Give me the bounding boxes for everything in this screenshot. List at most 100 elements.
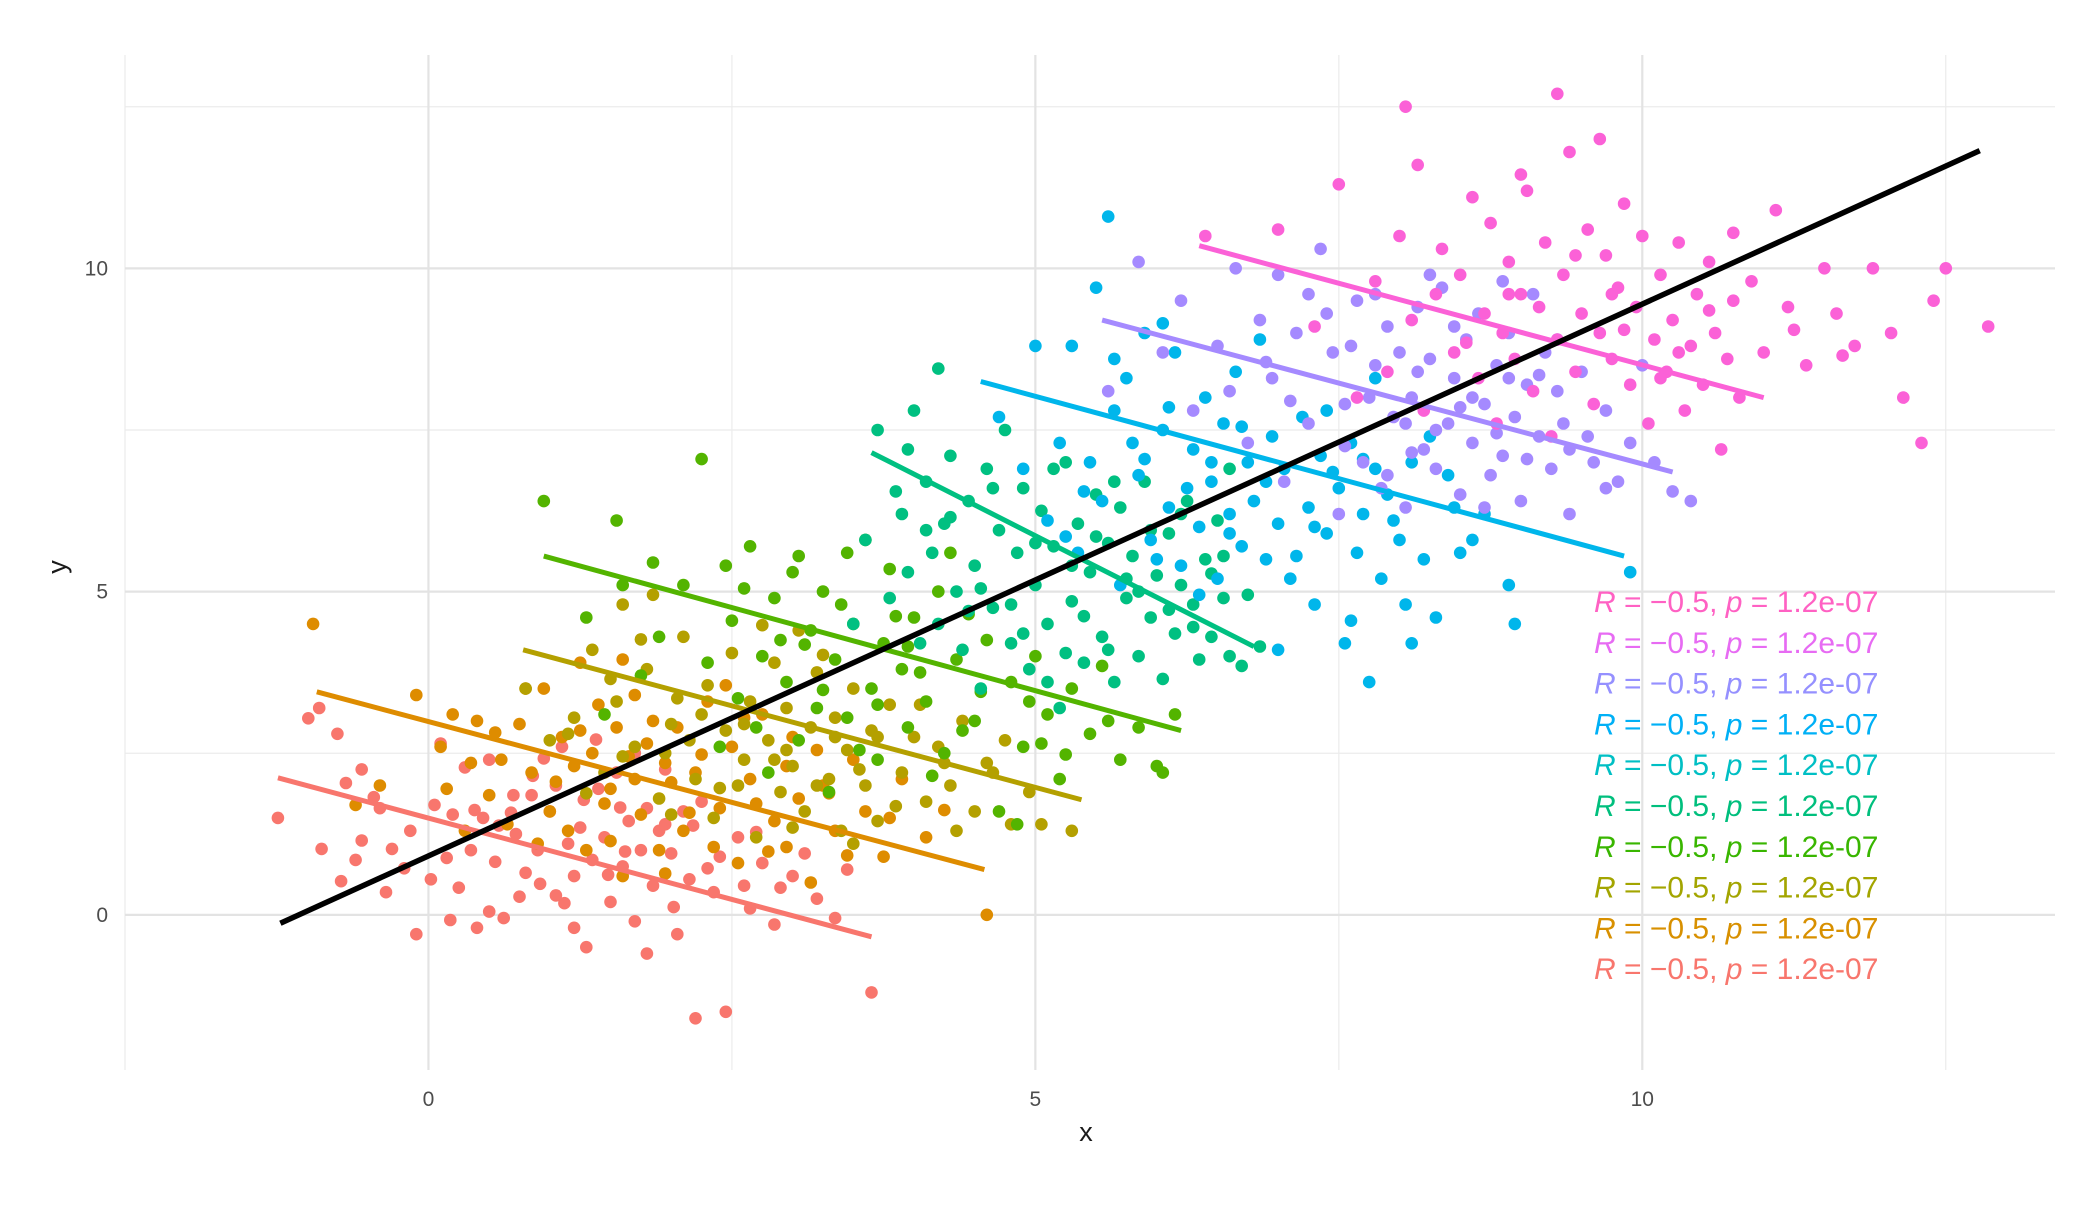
data-point (1211, 572, 1224, 585)
data-point (1241, 456, 1255, 469)
data-point (446, 708, 460, 721)
data-point (1023, 695, 1036, 708)
p-value: = 1.2e-07 (1742, 627, 1878, 660)
data-point (901, 565, 915, 579)
data-point (315, 842, 328, 856)
data-point (1114, 501, 1127, 514)
data-point (974, 682, 988, 695)
data-point (907, 404, 921, 417)
data-point (610, 514, 623, 527)
data-point (1611, 475, 1625, 489)
p-symbol: p (1725, 749, 1743, 782)
data-point (907, 730, 921, 744)
data-point (1702, 304, 1716, 317)
data-point (840, 711, 854, 724)
data-point (1799, 359, 1813, 372)
data-point (713, 781, 727, 795)
data-point (780, 701, 793, 715)
data-point (1229, 365, 1242, 379)
data-point (1016, 740, 1030, 754)
data-point (1290, 549, 1303, 563)
data-point (1259, 553, 1273, 566)
data-point (424, 873, 438, 886)
data-point (537, 682, 551, 695)
data-point (646, 588, 660, 602)
data-point (1423, 352, 1437, 366)
data-point (774, 785, 787, 799)
data-point (859, 533, 872, 547)
data-point (1369, 371, 1382, 385)
y-axis-title: y (42, 560, 72, 574)
data-point (1223, 527, 1236, 540)
data-point (513, 717, 526, 731)
data-point (302, 712, 315, 725)
data-point (1939, 262, 1953, 275)
data-point (925, 769, 939, 783)
data-point (1241, 436, 1255, 450)
data-point (1915, 436, 1928, 450)
data-point (1350, 391, 1364, 404)
data-point (573, 724, 587, 737)
data-point (1708, 326, 1722, 340)
data-point (719, 559, 733, 572)
p-symbol: p (1725, 831, 1743, 864)
data-point (640, 737, 654, 750)
data-point (519, 866, 532, 880)
data-point (671, 692, 684, 705)
p-value: = 1.2e-07 (1742, 912, 1878, 945)
data-point (513, 890, 526, 903)
data-point (1690, 287, 1704, 301)
data-point (1532, 300, 1546, 314)
data-point (1083, 565, 1097, 579)
data-point (768, 753, 781, 766)
p-symbol: p (1725, 708, 1743, 741)
data-point (810, 779, 824, 792)
group-fit-line-1 (277, 775, 873, 940)
data-point (671, 927, 684, 941)
data-point (1405, 313, 1418, 327)
data-point (1132, 721, 1145, 734)
data-point (731, 692, 745, 705)
data-point (1453, 401, 1467, 414)
data-point (798, 805, 811, 818)
data-point (1156, 766, 1170, 779)
data-point (1108, 675, 1121, 689)
data-point (1884, 326, 1898, 340)
data-point (1605, 287, 1619, 301)
data-point (737, 879, 751, 892)
data-point (1277, 475, 1291, 489)
data-point (889, 799, 903, 813)
data-point (677, 824, 690, 838)
data-point (428, 798, 441, 812)
data-point (1447, 346, 1461, 359)
data-point (567, 921, 581, 935)
data-point (580, 611, 593, 624)
data-point (1168, 627, 1182, 640)
data-point (1581, 430, 1594, 443)
data-point (1399, 100, 1412, 113)
data-point (701, 862, 714, 875)
data-point (586, 643, 599, 657)
data-point (1265, 430, 1279, 443)
data-point (768, 591, 781, 605)
data-point (482, 905, 496, 918)
data-point (598, 708, 611, 721)
data-point (871, 730, 884, 744)
data-point (1053, 436, 1066, 450)
data-point (1016, 627, 1030, 640)
data-point (1381, 320, 1394, 333)
data-point (1429, 287, 1443, 301)
data-point (871, 423, 884, 437)
data-point (950, 824, 963, 838)
data-point (743, 772, 757, 786)
p-symbol: p (1725, 627, 1743, 660)
data-point (1059, 646, 1072, 660)
data-point (1023, 662, 1036, 676)
grid-lines (124, 55, 2055, 1070)
data-point (968, 714, 981, 728)
data-point (1126, 549, 1139, 563)
data-point (683, 873, 696, 886)
data-point (1830, 307, 1843, 320)
data-point (1405, 446, 1418, 459)
data-point (1308, 598, 1321, 611)
